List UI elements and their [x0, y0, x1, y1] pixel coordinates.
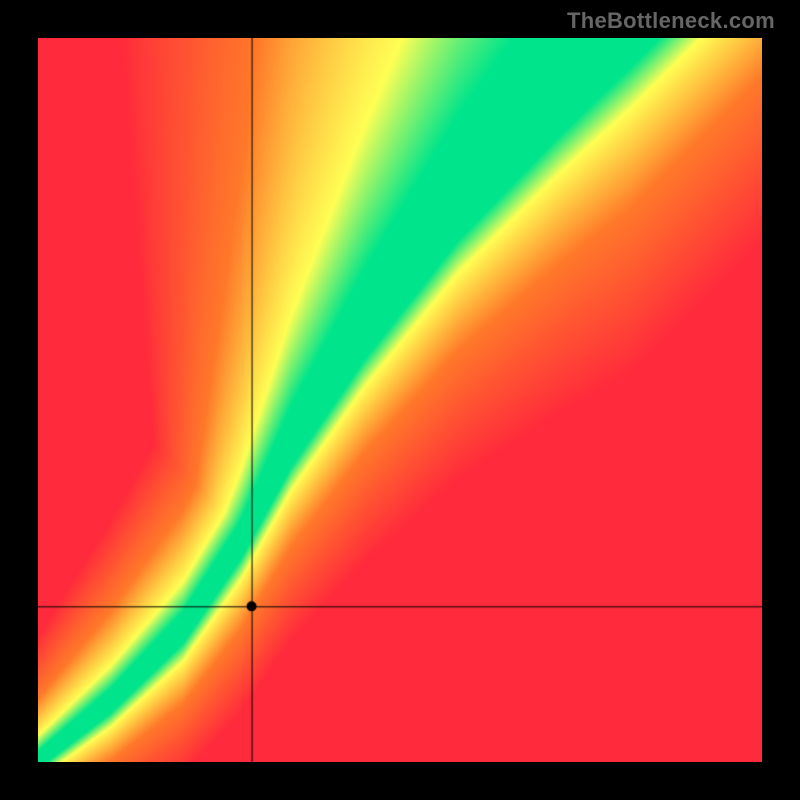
heatmap-canvas: [38, 38, 762, 762]
chart-container: TheBottleneck.com: [0, 0, 800, 800]
watermark-text: TheBottleneck.com: [567, 8, 775, 34]
